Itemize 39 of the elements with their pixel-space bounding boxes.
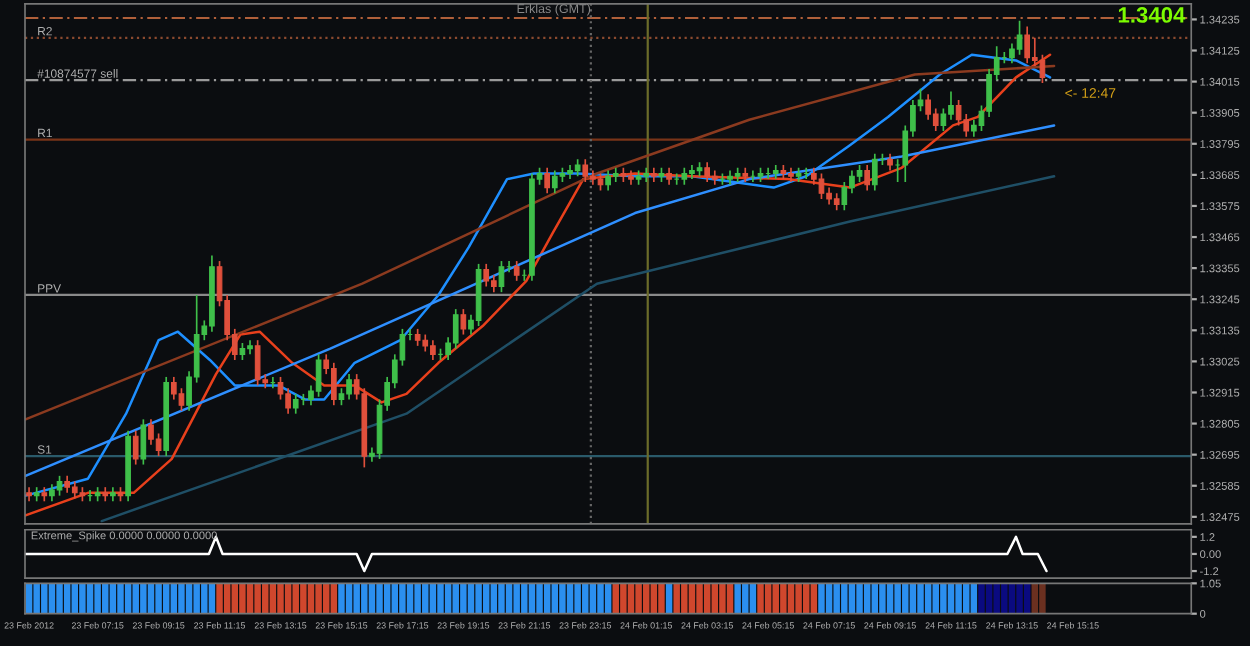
candlestick [292,393,299,415]
candlestick [1016,19,1023,56]
candlestick [544,166,551,195]
candlestick [346,373,352,401]
candlestick [140,418,147,466]
candlestick [330,361,337,407]
line-series [25,124,1056,478]
candlestick [315,353,322,398]
candlestick [948,90,954,121]
line-series [25,64,1056,421]
candlestick [285,387,291,415]
candlestick [170,376,177,401]
candlestick [155,432,162,457]
candlestick [841,181,848,212]
candlestick [925,93,931,121]
candlestick [940,107,947,132]
candlestick [254,339,261,387]
candlestick [704,161,711,183]
candlestick [963,113,970,138]
candlestick [148,418,154,446]
candlestick [1024,25,1031,65]
candlestick [513,260,520,282]
candlestick [452,308,459,350]
candlestick [483,263,490,288]
candlestick [551,169,558,195]
candlestick [277,376,284,401]
candlestick [132,429,139,466]
candlestick [178,387,185,412]
candlestick [56,475,63,497]
candlestick [1009,42,1015,65]
candlestick [460,308,467,336]
candlestick [673,172,680,186]
candlestick [871,152,878,192]
candlestick [932,107,939,132]
candlestick [605,169,611,192]
candlestick [430,339,436,361]
candlestick [582,158,589,183]
candlestick [864,164,871,192]
candlestick [818,172,825,200]
